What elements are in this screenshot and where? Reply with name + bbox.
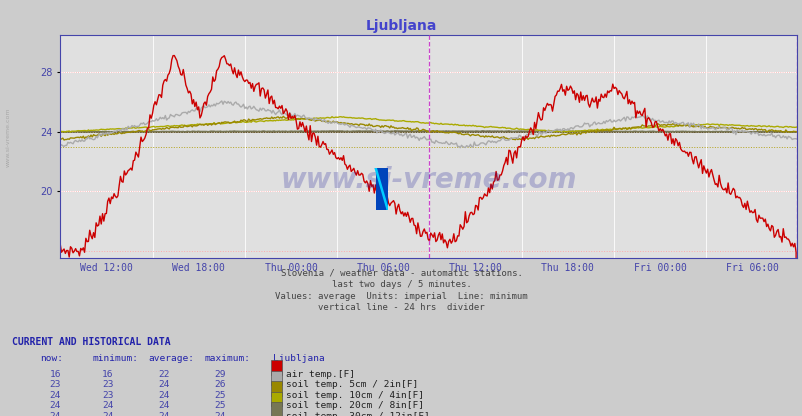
Text: 24: 24 bbox=[158, 412, 169, 416]
Text: 23: 23 bbox=[50, 380, 61, 389]
Text: 16: 16 bbox=[50, 370, 61, 379]
Bar bbox=[271, 392, 282, 406]
Text: Ljubljana: Ljubljana bbox=[366, 19, 436, 33]
Text: vertical line - 24 hrs  divider: vertical line - 24 hrs divider bbox=[318, 303, 484, 312]
Bar bbox=[375, 168, 387, 210]
Text: www.si-vreme.com: www.si-vreme.com bbox=[6, 107, 10, 167]
Text: 25: 25 bbox=[214, 391, 225, 400]
Text: 24: 24 bbox=[102, 412, 113, 416]
Text: Ljubljana: Ljubljana bbox=[273, 354, 324, 363]
Text: 24: 24 bbox=[102, 401, 113, 411]
Text: maximum:: maximum: bbox=[205, 354, 250, 363]
Text: soil temp. 10cm / 4in[F]: soil temp. 10cm / 4in[F] bbox=[286, 391, 423, 400]
Text: 24: 24 bbox=[158, 380, 169, 389]
Text: 23: 23 bbox=[102, 391, 113, 400]
Text: www.si-vreme.com: www.si-vreme.com bbox=[280, 166, 577, 194]
Bar bbox=[271, 360, 282, 375]
Text: CURRENT AND HISTORICAL DATA: CURRENT AND HISTORICAL DATA bbox=[12, 337, 171, 347]
Text: average:: average: bbox=[148, 354, 194, 363]
Text: 23: 23 bbox=[102, 380, 113, 389]
Text: soil temp. 30cm / 12in[F]: soil temp. 30cm / 12in[F] bbox=[286, 412, 429, 416]
Text: soil temp. 20cm / 8in[F]: soil temp. 20cm / 8in[F] bbox=[286, 401, 423, 411]
Bar bbox=[271, 381, 282, 396]
Text: 24: 24 bbox=[50, 391, 61, 400]
Text: 24: 24 bbox=[50, 412, 61, 416]
Text: 24: 24 bbox=[214, 412, 225, 416]
Text: 26: 26 bbox=[214, 380, 225, 389]
Bar bbox=[271, 402, 282, 416]
Text: Values: average  Units: imperial  Line: minimum: Values: average Units: imperial Line: mi… bbox=[275, 292, 527, 301]
Text: 24: 24 bbox=[50, 401, 61, 411]
Text: 24: 24 bbox=[158, 401, 169, 411]
Bar bbox=[271, 371, 282, 385]
Text: air temp.[F]: air temp.[F] bbox=[286, 370, 354, 379]
Text: Slovenia / weather data - automatic stations.: Slovenia / weather data - automatic stat… bbox=[280, 268, 522, 277]
Text: 16: 16 bbox=[102, 370, 113, 379]
Text: 22: 22 bbox=[158, 370, 169, 379]
Text: last two days / 5 minutes.: last two days / 5 minutes. bbox=[331, 280, 471, 289]
Text: now:: now: bbox=[40, 354, 63, 363]
Text: 29: 29 bbox=[214, 370, 225, 379]
Text: soil temp. 5cm / 2in[F]: soil temp. 5cm / 2in[F] bbox=[286, 380, 418, 389]
Text: 24: 24 bbox=[158, 391, 169, 400]
Text: 25: 25 bbox=[214, 401, 225, 411]
Text: minimum:: minimum: bbox=[92, 354, 138, 363]
